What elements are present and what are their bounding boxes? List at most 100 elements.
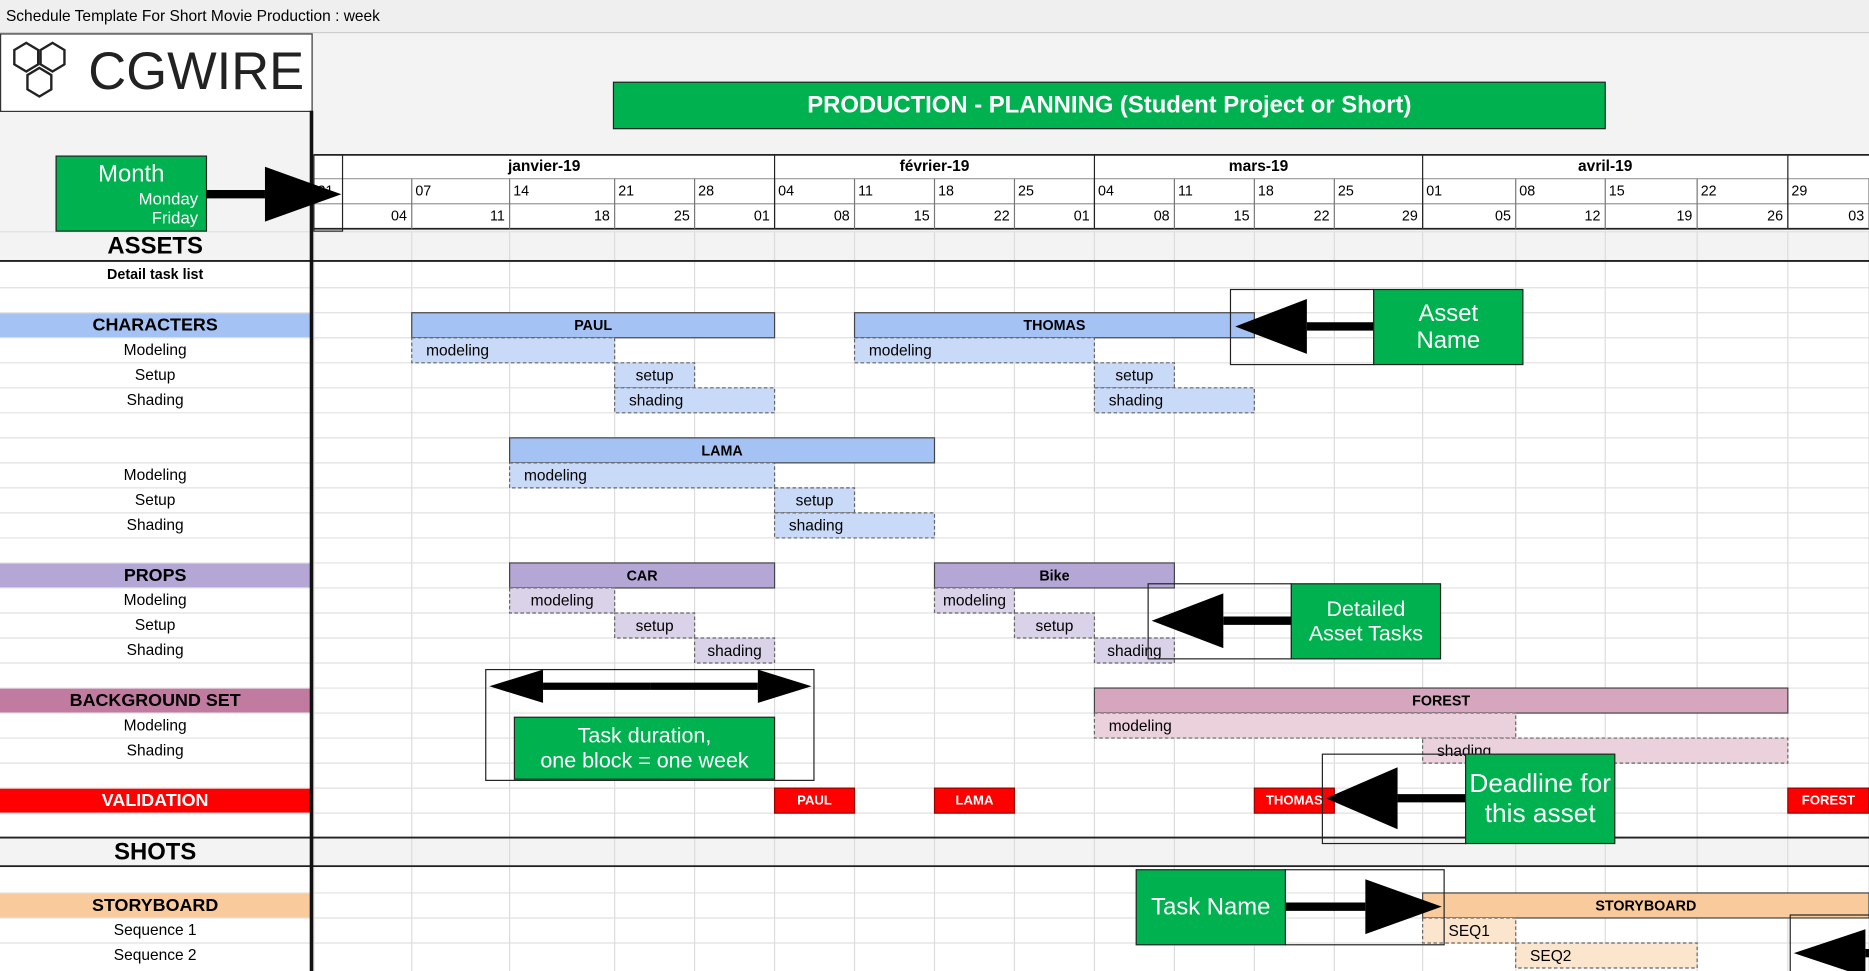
task-name: modeling [426,343,489,360]
task-row-label: Modeling [124,717,187,734]
task-row-label: Modeling [124,467,187,484]
asset-name: Bike [1039,568,1069,584]
task-bar [1013,612,1096,639]
friday-date: 15 [914,209,930,225]
task-name: setup [796,493,834,510]
monday-date: 22 [1701,184,1717,200]
month-label: avril-19 [1578,158,1633,175]
calendar-header [313,154,1869,229]
task-bar [773,512,936,539]
task-bar [614,362,696,389]
category-band [0,893,311,918]
asset-bar [933,562,1175,589]
callout-box [1290,583,1442,660]
task-row-label: Setup [135,492,176,509]
friday-date: 15 [1234,209,1250,225]
task-row-label: Shading [127,742,184,759]
month-label: février-19 [900,158,970,175]
task-name: setup [636,368,674,385]
friday-date: 25 [674,209,690,225]
friday-date: 11 [490,209,505,225]
task-row-label: Setup [135,617,176,634]
friday-date: 08 [1154,209,1170,225]
friday-date: 22 [994,209,1010,225]
monday-date: 07 [415,184,431,200]
monday-date: 14 [513,184,529,200]
deadline-label: PAUL [797,793,832,808]
friday-date: 08 [834,209,850,225]
callout-text: Task duration, [578,724,712,748]
friday-date: 03 [1848,209,1864,225]
task-name: setup [636,618,674,635]
asset-name: FOREST [1412,694,1470,710]
month-label: janvier-19 [507,158,581,175]
callout-text: Deadline for [1469,768,1611,798]
callout-text: this asset [1485,798,1597,828]
friday-date: 01 [1074,209,1090,225]
callout-text: Asset [1418,300,1478,327]
category-band [0,313,311,338]
monday-date: 25 [1338,184,1354,200]
sub-label: Detail task list [107,267,203,283]
monday-date: 25 [1018,184,1034,200]
category-band [0,788,311,813]
monday-date: 18 [1258,184,1274,200]
friday-date: 29 [1402,209,1418,225]
asset-name: CAR [627,568,659,584]
friday-date: 26 [1767,209,1783,225]
category-label: VALIDATION [102,790,209,810]
callout-text: Name [1416,327,1480,354]
task-bar [614,387,776,414]
task-bar [933,587,1016,614]
section-label: SHOTS [114,838,196,865]
monday-date: 15 [1609,184,1625,200]
callout-box [1135,869,1286,946]
category-label: BACKGROUND SET [70,690,241,710]
task-name: SEQ1 [1448,923,1489,940]
arrow-head [1235,299,1307,354]
callout-text: Friday [152,209,199,228]
friday-date: 05 [1495,209,1511,225]
category-label: CHARACTERS [93,315,218,335]
asset-bar [1422,892,1869,919]
task-name: shading [1109,393,1163,410]
callout-box [513,716,776,780]
category-label: STORYBOARD [92,895,218,915]
task-name: modeling [943,593,1006,610]
task-row-label: Setup [135,367,176,384]
callout-text: Detailed [1327,597,1406,621]
asset-name: LAMA [701,443,742,459]
task-bar [1093,712,1517,739]
asset-bar [509,437,936,464]
asset-name: THOMAS [1023,318,1085,334]
callout-frame [485,668,815,781]
asset-name: STORYBOARD [1595,898,1696,914]
logo-icon [13,41,66,98]
banner-title: PRODUCTION - PLANNING (Student Project o… [807,91,1411,118]
friday-date: 18 [594,209,610,225]
monday-date: 28 [698,184,714,200]
callout-box [1465,753,1616,845]
task-row-label: Sequence 1 [114,922,197,939]
task-row-label: Shading [127,392,184,409]
section-label: ASSETS [107,233,202,260]
month-label: mars-19 [1229,158,1289,175]
task-bar [411,337,616,364]
asset-name: PAUL [574,318,612,334]
logo-text: CGWIRE [88,43,304,101]
monday-date: 11 [858,184,873,200]
arrow-head [1151,593,1224,649]
monday-date: 21 [618,184,634,200]
friday-date: 04 [391,209,407,225]
task-bar [509,462,776,489]
task-bar [694,637,776,664]
asset-bar [411,312,776,339]
deadline-marker [1787,787,1869,814]
grid: janvier-19février-19mars-19avril-1931071… [0,110,1869,971]
category-band [0,688,311,713]
task-name: shading [789,518,843,535]
monday-date: 04 [778,184,794,200]
task-row-label: Modeling [124,592,187,609]
